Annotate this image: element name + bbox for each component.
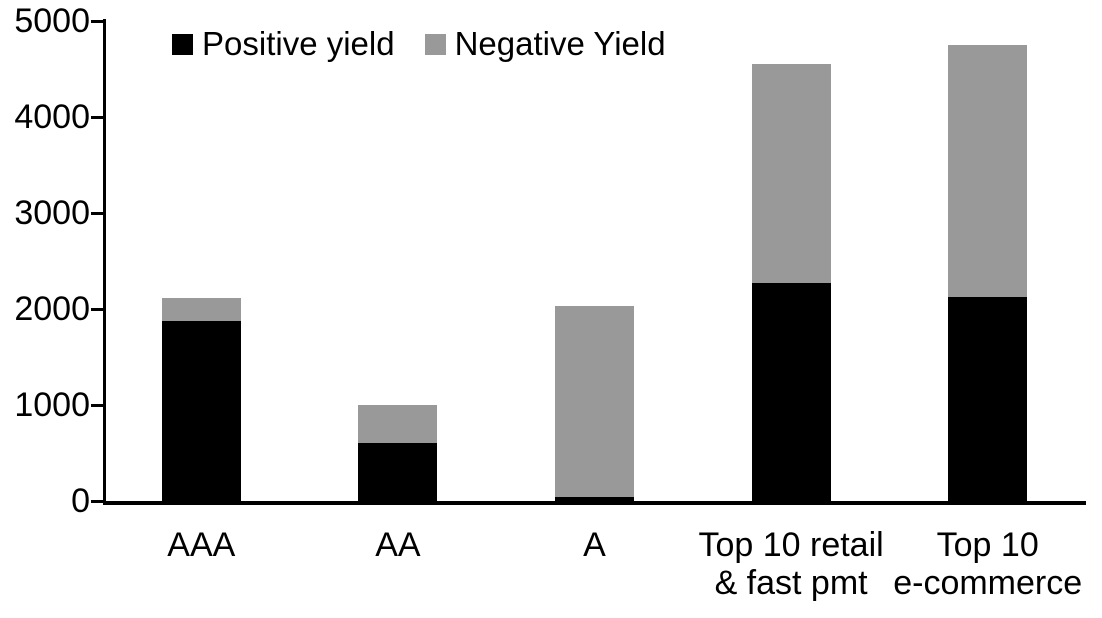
y-axis-label: 1000: [14, 386, 90, 424]
y-axis-tick: [91, 404, 103, 407]
bar-segment-negative-yield: [555, 306, 634, 498]
bar-segment-negative-yield: [161, 298, 241, 321]
y-axis-tick: [91, 116, 103, 119]
x-axis-label: Top 10 e-commerce: [893, 526, 1083, 602]
legend-item: Negative Yield: [424, 25, 666, 62]
bar-segment-positive-yield: [948, 296, 1028, 501]
y-axis-label: 2000: [14, 290, 90, 328]
x-axis-label: Top 10 retail & fast pmt: [698, 526, 884, 602]
bar-segment-positive-yield: [555, 497, 634, 501]
y-axis-line: [103, 19, 106, 504]
legend-swatch-icon: [424, 33, 446, 55]
legend-swatch-icon: [172, 33, 193, 55]
bar-segment-positive-yield: [358, 443, 438, 501]
x-axis-label: AAA: [167, 526, 236, 564]
legend-item: Positive yield: [172, 26, 395, 62]
y-axis-tick: [91, 20, 103, 23]
x-axis-line: [103, 501, 1086, 505]
legend-label: Negative Yield: [454, 25, 666, 62]
bar-segment-negative-yield: [751, 64, 831, 284]
legend-label: Positive yield: [202, 25, 395, 62]
y-axis-label: 5000: [14, 2, 90, 40]
y-axis-label: 3000: [14, 194, 90, 232]
y-axis-tick: [91, 500, 103, 503]
bar-segment-negative-yield: [358, 405, 438, 444]
bar-segment-positive-yield: [161, 320, 241, 501]
bar-segment-negative-yield: [948, 45, 1028, 297]
y-axis-tick: [91, 308, 103, 311]
chart-legend: Positive yield Negative Yield: [172, 26, 666, 62]
bar-segment-positive-yield: [751, 283, 831, 501]
x-axis-label: AA: [375, 526, 421, 564]
y-axis-label: 0: [71, 482, 90, 520]
y-axis-label: 4000: [14, 98, 90, 136]
x-axis-label: A: [583, 526, 606, 564]
y-axis-tick: [91, 212, 103, 215]
